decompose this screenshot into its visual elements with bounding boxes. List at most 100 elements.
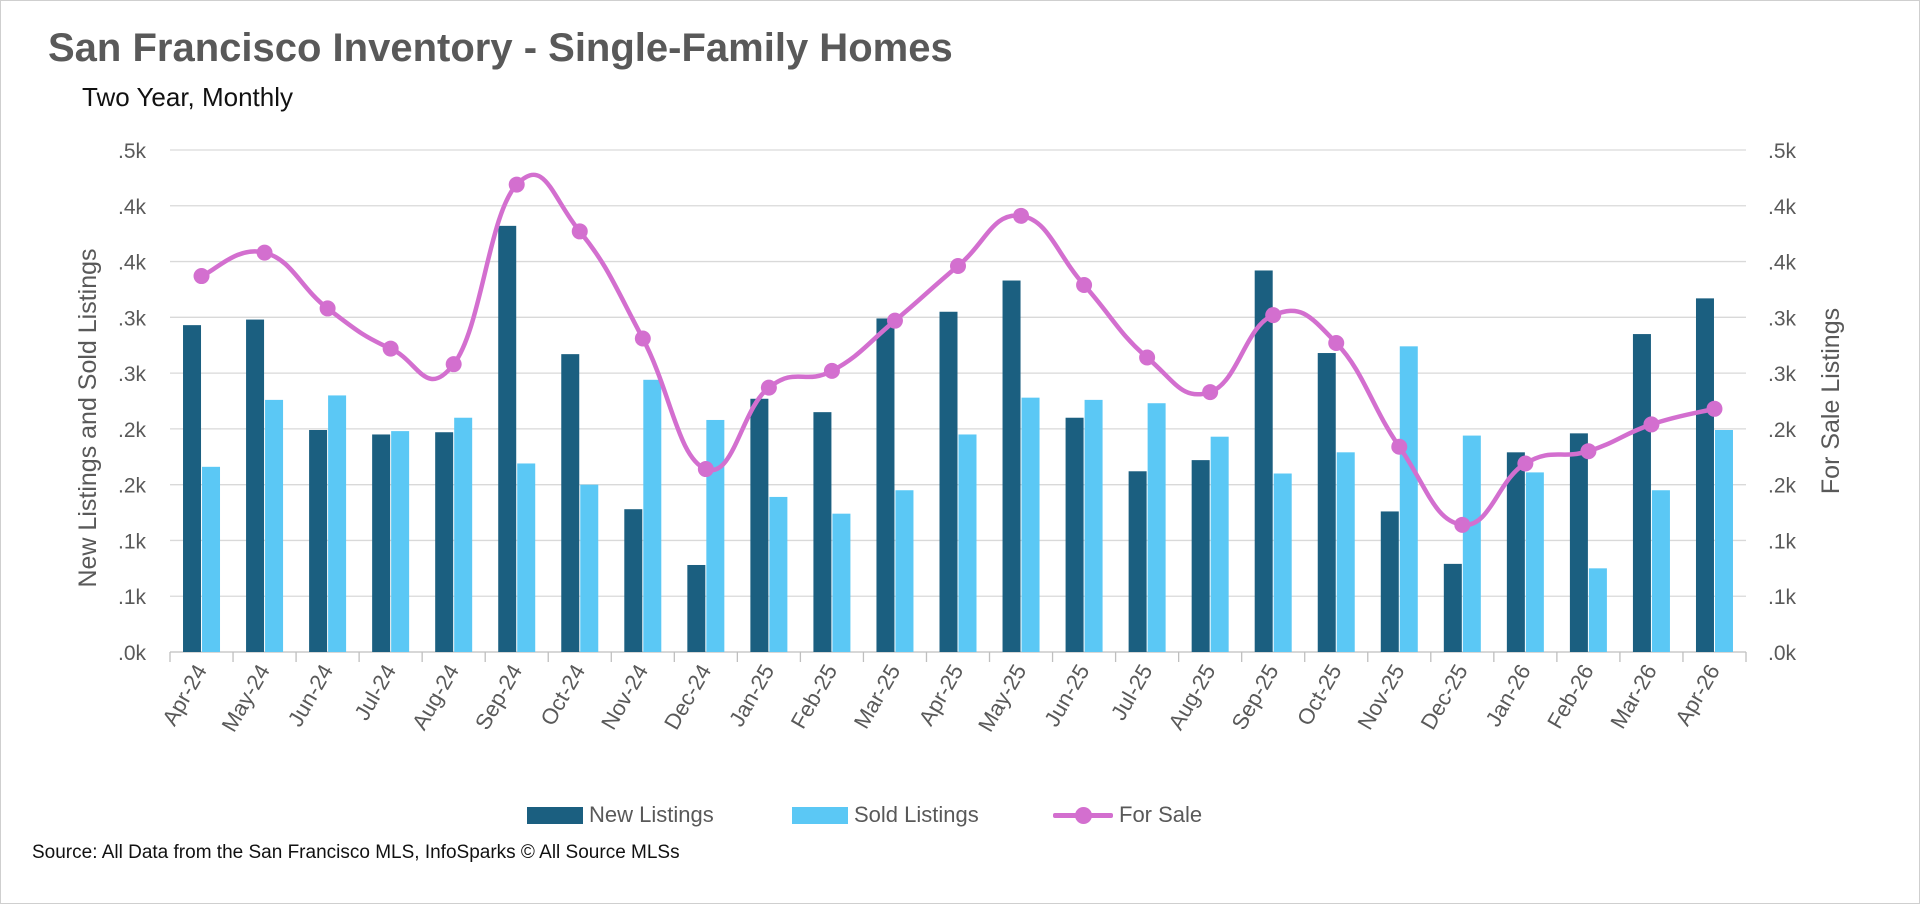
bar-sold-listings	[1084, 399, 1103, 652]
y-axis-label-left: New Listings and Sold Listings	[74, 248, 102, 587]
bar-sold-listings	[1336, 452, 1355, 652]
x-tick-label: Apr-25	[914, 660, 969, 730]
bar-new-listings	[498, 225, 517, 652]
x-tick-label: Apr-26	[1670, 660, 1725, 730]
bar-new-listings	[1191, 460, 1210, 652]
point-for-sale	[1391, 438, 1408, 455]
point-for-sale	[1013, 207, 1030, 224]
x-tick-label: May-25	[973, 660, 1031, 736]
bar-new-listings	[561, 354, 580, 652]
bar-sold-listings	[1714, 430, 1733, 652]
bar-new-listings	[246, 319, 265, 652]
for-sale-line	[193, 172, 1723, 533]
x-tick-label: Jul-24	[349, 660, 401, 724]
bar-new-listings	[1128, 471, 1147, 652]
bar-new-listings	[435, 432, 454, 652]
point-for-sale	[571, 223, 588, 240]
bar-sold-listings	[580, 484, 599, 652]
gridlines	[170, 149, 1746, 653]
y-tick-label-right: .0k	[1768, 642, 1797, 665]
bar-sold-listings	[1273, 473, 1292, 652]
point-for-sale	[1328, 334, 1345, 351]
x-tick-label: Jul-25	[1106, 660, 1158, 724]
y-tick-label-right: .3k	[1768, 307, 1797, 330]
bar-sold-listings	[958, 434, 977, 652]
x-tick-label: Jan-26	[1480, 660, 1535, 731]
y-tick-label-left: .4k	[118, 196, 147, 219]
bar-sold-listings	[643, 379, 662, 652]
point-for-sale	[1643, 416, 1660, 433]
bar-new-listings	[1380, 511, 1399, 652]
y-tick-label-right: .2k	[1768, 475, 1797, 498]
bar-new-listings	[1569, 433, 1588, 652]
point-for-sale	[886, 312, 903, 329]
legend: New Listings Sold Listings For Sale	[0, 798, 1920, 832]
legend-item-new-listings: New Listings	[527, 798, 714, 832]
bar-sold-listings	[1462, 435, 1481, 652]
bar-sold-listings	[706, 419, 725, 652]
bar-new-listings	[1317, 353, 1336, 652]
bar-sold-listings	[517, 463, 536, 652]
bar-sold-listings	[1210, 436, 1229, 652]
point-for-sale	[823, 362, 840, 379]
x-tick-label: Jun-25	[1039, 660, 1094, 731]
x-tick-label: Mar-26	[1605, 660, 1661, 733]
bar-new-listings	[1443, 563, 1462, 652]
point-for-sale	[1076, 276, 1093, 293]
bars	[183, 225, 1733, 652]
bar-sold-listings	[1399, 346, 1418, 652]
bar-new-listings	[813, 412, 832, 652]
x-tick-label: May-24	[217, 660, 275, 736]
x-tick-label: Dec-24	[659, 660, 716, 734]
line-for-sale	[199, 172, 1717, 528]
point-for-sale	[1454, 516, 1471, 533]
y-tick-label-right: .1k	[1768, 530, 1797, 553]
bar-new-listings	[309, 430, 328, 652]
point-for-sale	[508, 176, 525, 193]
bar-sold-listings	[1651, 490, 1670, 652]
x-tick-label: Jan-25	[724, 660, 779, 731]
y-tick-label-left: .4k	[118, 252, 147, 275]
point-for-sale	[760, 379, 777, 396]
bar-new-listings	[372, 434, 391, 652]
y-tick-label-right: .1k	[1768, 586, 1797, 609]
y-tick-label-right: .2k	[1768, 419, 1797, 442]
point-for-sale	[319, 300, 336, 317]
x-tick-label: Oct-24	[535, 660, 590, 730]
bar-new-listings	[876, 318, 895, 652]
x-tick-label: Nov-24	[596, 660, 653, 734]
x-tick-label: Nov-25	[1352, 660, 1409, 734]
legend-swatch-sold-listings	[792, 806, 848, 824]
bar-new-listings	[750, 398, 769, 652]
bar-sold-listings	[265, 399, 284, 652]
bar-sold-listings	[895, 490, 914, 652]
point-for-sale	[950, 258, 966, 275]
legend-label-new-listings: New Listings	[589, 802, 714, 827]
y-tick-label-left: .5k	[118, 140, 147, 163]
legend-swatch-for-sale	[1053, 805, 1113, 825]
chart-subtitle: Two Year, Monthly	[82, 82, 294, 112]
bar-sold-listings	[202, 466, 221, 652]
x-tick-label: Sep-25	[1226, 660, 1283, 734]
legend-swatch-new-listings	[527, 806, 583, 824]
y-tick-label-right: .4k	[1768, 196, 1797, 219]
bar-sold-listings	[832, 513, 851, 652]
bar-sold-listings	[1021, 397, 1040, 652]
legend-item-sold-listings: Sold Listings	[792, 798, 979, 832]
bar-sold-listings	[1525, 472, 1544, 652]
point-for-sale	[1517, 455, 1534, 472]
point-for-sale	[1706, 400, 1723, 417]
legend-label-for-sale: For Sale	[1119, 802, 1203, 827]
point-for-sale	[1265, 307, 1282, 324]
y-tick-label-left: .3k	[118, 363, 147, 386]
y-tick-label-left: .1k	[118, 586, 147, 609]
bar-new-listings	[1695, 298, 1714, 652]
bar-new-listings	[624, 509, 643, 652]
y-axis-label-right: For Sale Listings	[1817, 308, 1845, 494]
y-tick-label-left: .3k	[118, 307, 147, 330]
y-tick-label-left: .2k	[118, 475, 147, 498]
bar-sold-listings	[454, 417, 473, 652]
point-for-sale	[1202, 384, 1219, 401]
x-tick-label: Feb-25	[786, 660, 843, 733]
